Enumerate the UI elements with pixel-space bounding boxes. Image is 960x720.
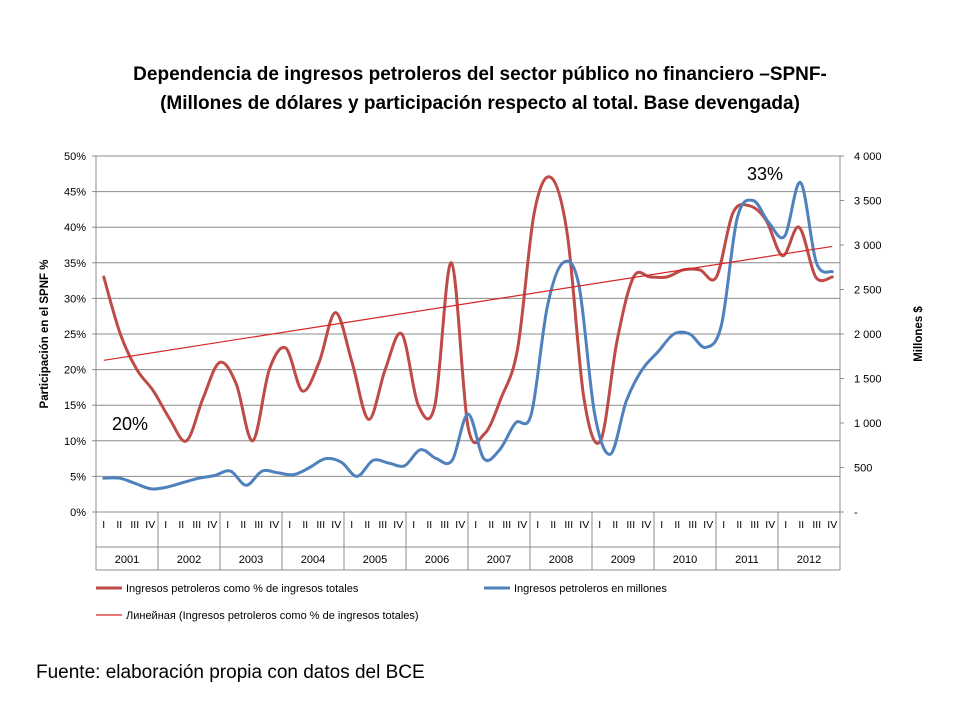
year-label: 2011 — [735, 554, 759, 566]
quarter-label: IV — [517, 519, 527, 531]
left-tick-label: 5% — [70, 471, 86, 483]
series-line-0 — [102, 175, 834, 445]
quarter-label: II — [364, 519, 370, 531]
right-tick-label: - — [854, 507, 858, 519]
quarter-label: II — [736, 519, 742, 531]
quarter-label: II — [612, 519, 618, 531]
quarter-label: II — [550, 519, 556, 531]
quarter-label: III — [378, 519, 387, 531]
year-label: 2001 — [115, 554, 139, 566]
year-label: 2008 — [549, 554, 573, 566]
quarter-label: IV — [765, 519, 775, 531]
quarter-label: I — [474, 519, 477, 531]
left-tick-label: 20% — [64, 365, 86, 377]
left-tick-label: 45% — [64, 187, 86, 199]
quarter-label: I — [412, 519, 415, 531]
legend-label-2: Линейная (Ingresos petroleros como % de … — [126, 610, 419, 622]
right-tick-label: 3 500 — [854, 196, 882, 208]
quarter-label: II — [116, 519, 122, 531]
quarter-label: IV — [393, 519, 403, 531]
quarter-label: III — [564, 519, 573, 531]
trend-line — [103, 245, 833, 361]
left-tick-label: 50% — [64, 151, 86, 163]
quarter-label: II — [488, 519, 494, 531]
year-label: 2003 — [239, 554, 263, 566]
quarter-label: I — [660, 519, 663, 531]
left-axis-title: Participación en el SPNF % — [39, 260, 51, 409]
quarter-label: IV — [331, 519, 341, 531]
left-tick-label: 0% — [70, 507, 86, 519]
source-note: Fuente: elaboración propia con datos del… — [36, 662, 425, 683]
callout-end: 33% — [747, 164, 784, 184]
quarter-label: III — [750, 519, 759, 531]
legend-label-0: Ingresos petroleros como % de ingresos t… — [126, 583, 359, 595]
quarter-label: IV — [703, 519, 713, 531]
quarter-label: IV — [641, 519, 651, 531]
year-label: 2002 — [177, 554, 201, 566]
left-tick-label: 30% — [64, 293, 86, 305]
quarter-label: III — [192, 519, 201, 531]
callout-start: 20% — [112, 414, 149, 434]
quarter-label: III — [440, 519, 449, 531]
chart-title-line-2: (Millones de dólares y participación res… — [160, 93, 800, 114]
quarter-label: I — [784, 519, 787, 531]
year-label: 2009 — [611, 554, 635, 566]
quarter-label: III — [316, 519, 325, 531]
quarter-label: II — [426, 519, 432, 531]
series-line-1 — [102, 181, 834, 491]
quarter-label: IV — [145, 519, 155, 531]
right-axis-title: Millones $ — [913, 306, 925, 362]
year-label: 2004 — [301, 554, 325, 566]
quarter-label: II — [674, 519, 680, 531]
quarter-label: III — [812, 519, 821, 531]
chart-title: Dependencia de ingresos petroleros del s… — [0, 60, 960, 118]
quarter-label: IV — [455, 519, 465, 531]
quarter-label: I — [164, 519, 167, 531]
quarter-label: III — [502, 519, 511, 531]
left-tick-label: 35% — [64, 258, 86, 270]
quarter-label: I — [350, 519, 353, 531]
quarter-label: I — [722, 519, 725, 531]
right-tick-label: 2 000 — [854, 329, 882, 341]
right-tick-label: 1 000 — [854, 418, 882, 430]
right-tick-label: 4 000 — [854, 151, 882, 163]
left-tick-label: 25% — [64, 329, 86, 341]
quarter-label: IV — [207, 519, 217, 531]
year-label: 2012 — [797, 554, 821, 566]
quarter-label: I — [598, 519, 601, 531]
left-tick-label: 10% — [64, 436, 86, 448]
quarter-label: II — [240, 519, 246, 531]
year-label: 2006 — [425, 554, 449, 566]
year-label: 2010 — [673, 554, 697, 566]
quarter-label: I — [102, 519, 105, 531]
quarter-label: II — [798, 519, 804, 531]
left-tick-label: 15% — [64, 400, 86, 412]
right-tick-label: 2 500 — [854, 285, 882, 297]
quarter-label: IV — [579, 519, 589, 531]
year-label: 2007 — [487, 554, 511, 566]
quarter-label: III — [130, 519, 139, 531]
right-tick-label: 500 — [854, 463, 872, 475]
quarter-label: II — [178, 519, 184, 531]
legend-label-1: Ingresos petroleros en millones — [514, 583, 667, 595]
quarter-label: III — [254, 519, 263, 531]
quarter-label: II — [302, 519, 308, 531]
chart-title-line-1: Dependencia de ingresos petroleros del s… — [133, 64, 827, 85]
quarter-label: IV — [827, 519, 837, 531]
year-label: 2005 — [363, 554, 387, 566]
right-tick-label: 3 000 — [854, 240, 882, 252]
quarter-label: I — [226, 519, 229, 531]
quarter-label: IV — [269, 519, 279, 531]
quarter-label: I — [536, 519, 539, 531]
quarter-label: I — [288, 519, 291, 531]
left-tick-label: 40% — [64, 222, 86, 234]
quarter-label: III — [626, 519, 635, 531]
quarter-label: III — [688, 519, 697, 531]
right-tick-label: 1 500 — [854, 374, 882, 386]
